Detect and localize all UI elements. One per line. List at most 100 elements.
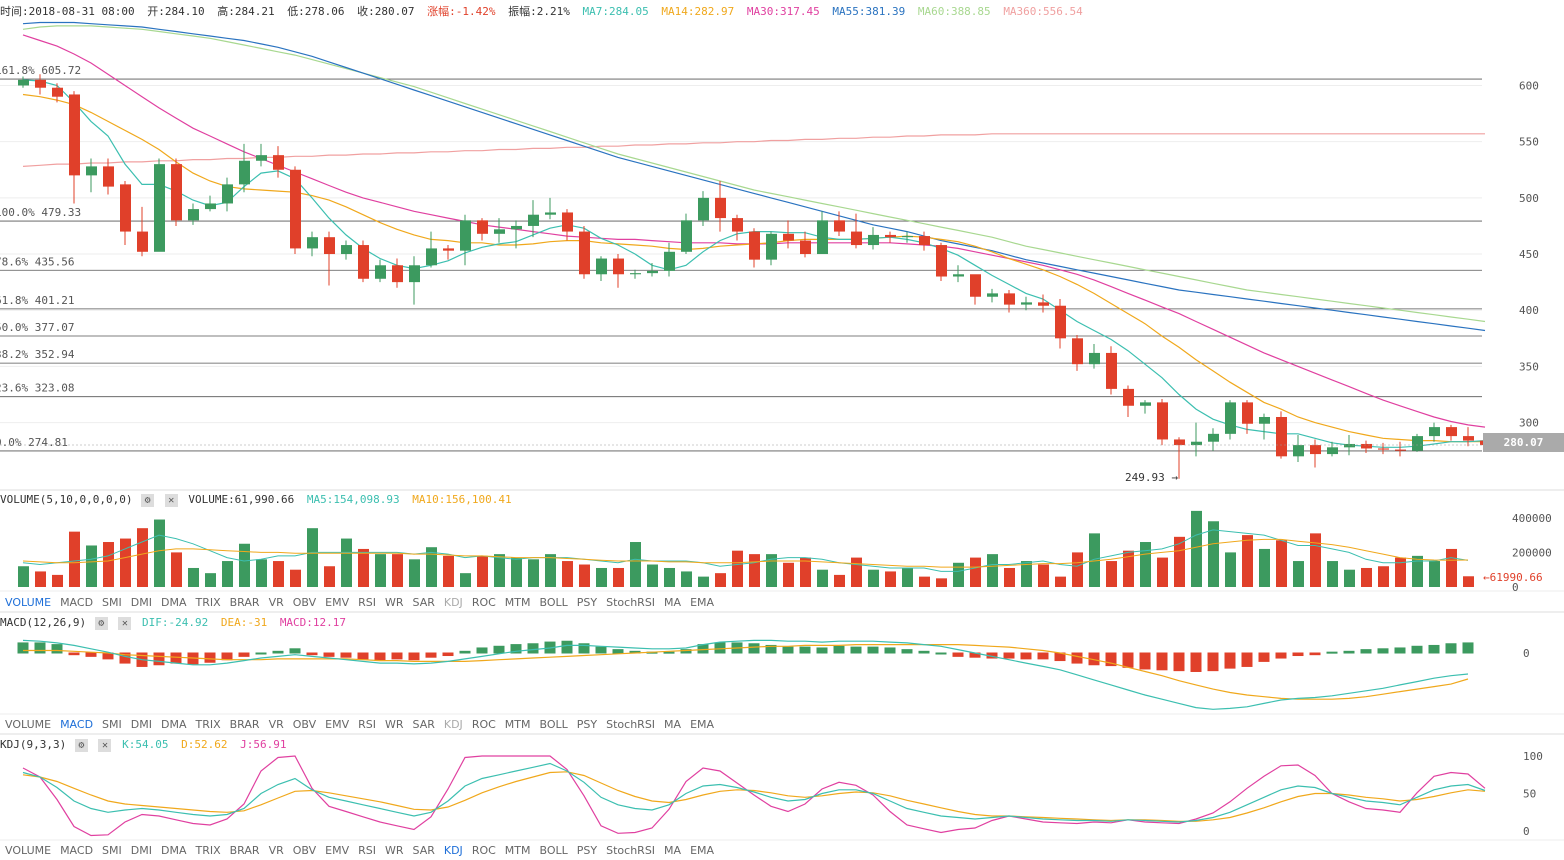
tab-sar[interactable]: SAR (412, 596, 435, 609)
volume-bar (273, 561, 284, 587)
tab-dmi[interactable]: DMI (130, 844, 152, 857)
tab-emv[interactable]: EMV (325, 596, 350, 609)
tab-kdj[interactable]: KDJ (443, 844, 463, 857)
tab-dmi[interactable]: DMI (130, 596, 152, 609)
macd-histogram-bar (561, 640, 573, 654)
kdj-k: K:54.05 (122, 738, 169, 751)
tab-volume[interactable]: VOLUME (5, 844, 52, 857)
tab-trix[interactable]: TRIX (195, 718, 221, 731)
tab-boll[interactable]: BOLL (539, 718, 568, 731)
candle (1106, 352, 1117, 389)
candle (868, 234, 879, 246)
volume-bar (851, 557, 862, 587)
tab-vr[interactable]: VR (268, 718, 284, 731)
gear-icon[interactable]: ⚙ (74, 738, 88, 752)
volume-bar (1225, 552, 1236, 587)
tab-ma[interactable]: MA (664, 596, 682, 609)
tab-dma[interactable]: DMA (160, 596, 187, 609)
tab-boll[interactable]: BOLL (539, 596, 568, 609)
tab-roc[interactable]: ROC (471, 596, 496, 609)
close-icon[interactable]: ✕ (98, 738, 112, 752)
tab-stochrsi[interactable]: StochRSI (606, 718, 656, 731)
volume-bar (1072, 552, 1083, 587)
tab-mtm[interactable]: MTM (504, 844, 531, 857)
tab-mtm[interactable]: MTM (504, 596, 531, 609)
volume-bar (562, 561, 573, 587)
tab-ema[interactable]: EMA (690, 718, 715, 731)
tab-rsi[interactable]: RSI (358, 596, 376, 609)
tab-dma[interactable]: DMA (160, 718, 187, 731)
tab-smi[interactable]: SMI (102, 596, 122, 609)
volume-bar (1276, 540, 1287, 587)
tab-obv[interactable]: OBV (292, 844, 317, 857)
tab-kdj[interactable]: KDJ (443, 718, 463, 731)
tab-wr[interactable]: WR (384, 596, 404, 609)
gear-icon[interactable]: ⚙ (94, 616, 108, 630)
tab-obv[interactable]: OBV (292, 596, 317, 609)
candle (1055, 305, 1066, 339)
close-icon[interactable]: ✕ (118, 616, 132, 630)
tab-macd[interactable]: MACD (60, 718, 94, 731)
tab-brar[interactable]: BRAR (229, 596, 260, 609)
tab-ma[interactable]: MA (664, 844, 682, 857)
tab-volume[interactable]: VOLUME (5, 596, 52, 609)
candle (1191, 441, 1202, 446)
tab-psy[interactable]: PSY (576, 596, 598, 609)
tab-wr[interactable]: WR (384, 844, 404, 857)
kdj-axis-tick: 0 (1523, 825, 1530, 838)
tab-sar[interactable]: SAR (412, 844, 435, 857)
tab-rsi[interactable]: RSI (358, 844, 376, 857)
candle (239, 160, 250, 185)
tab-stochrsi[interactable]: StochRSI (606, 596, 656, 609)
volume-bar (86, 545, 97, 587)
tab-brar[interactable]: BRAR (229, 844, 260, 857)
candle (1310, 445, 1321, 455)
tab-volume[interactable]: VOLUME (5, 718, 52, 731)
candle (1429, 427, 1440, 437)
tab-rsi[interactable]: RSI (358, 718, 376, 731)
tab-macd[interactable]: MACD (60, 596, 94, 609)
volume-bar (171, 552, 182, 587)
tab-ema[interactable]: EMA (690, 596, 715, 609)
tab-mtm[interactable]: MTM (504, 718, 531, 731)
tab-psy[interactable]: PSY (576, 718, 598, 731)
tab-emv[interactable]: EMV (325, 718, 350, 731)
tab-macd[interactable]: MACD (60, 844, 94, 857)
tab-dmi[interactable]: DMI (130, 718, 152, 731)
close-icon[interactable]: ✕ (164, 493, 178, 507)
tab-smi[interactable]: SMI (102, 718, 122, 731)
tab-wr[interactable]: WR (384, 718, 404, 731)
tab-roc[interactable]: ROC (471, 718, 496, 731)
candle (18, 79, 29, 86)
tab-roc[interactable]: ROC (471, 844, 496, 857)
macd-histogram-bar (170, 652, 182, 664)
tab-stochrsi[interactable]: StochRSI (606, 844, 656, 857)
volume-bar (69, 531, 80, 587)
volume-bar (987, 554, 998, 587)
candle (392, 265, 403, 283)
tab-smi[interactable]: SMI (102, 844, 122, 857)
tab-psy[interactable]: PSY (576, 844, 598, 857)
volume-bar (154, 519, 165, 587)
candle (1123, 388, 1134, 406)
tab-ma[interactable]: MA (664, 718, 682, 731)
tab-emv[interactable]: EMV (325, 844, 350, 857)
candle (715, 197, 726, 219)
tab-trix[interactable]: TRIX (195, 844, 221, 857)
macd-histogram-bar (391, 652, 403, 660)
macd-histogram-bar (1462, 642, 1474, 654)
tab-kdj[interactable]: KDJ (443, 596, 463, 609)
gear-icon[interactable]: ⚙ (141, 493, 155, 507)
volume-bar (936, 578, 947, 587)
tab-dma[interactable]: DMA (160, 844, 187, 857)
tab-vr[interactable]: VR (268, 844, 284, 857)
tab-brar[interactable]: BRAR (229, 718, 260, 731)
tab-trix[interactable]: TRIX (195, 596, 221, 609)
tab-ema[interactable]: EMA (690, 844, 715, 857)
high-label: 高:284.21 (217, 5, 275, 18)
tab-boll[interactable]: BOLL (539, 844, 568, 857)
tab-sar[interactable]: SAR (412, 718, 435, 731)
tab-vr[interactable]: VR (268, 596, 284, 609)
tab-obv[interactable]: OBV (292, 718, 317, 731)
